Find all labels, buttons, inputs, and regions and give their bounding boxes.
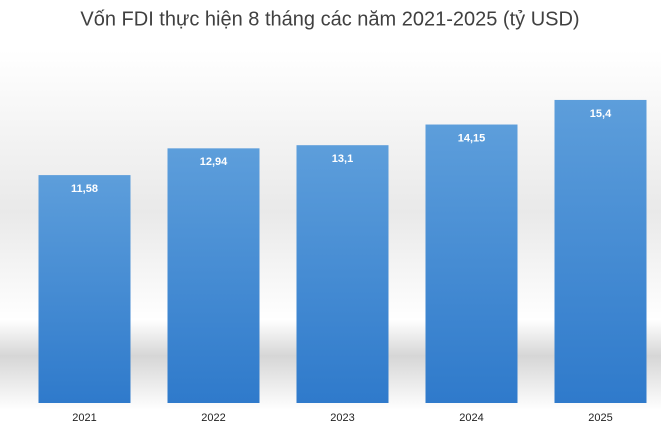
value-label: 11,58 bbox=[71, 183, 98, 195]
value-label: 14,15 bbox=[458, 132, 486, 144]
value-label: 13,1 bbox=[332, 153, 353, 165]
chart-title: Vốn FDI thực hiện 8 tháng các năm 2021-2… bbox=[80, 8, 579, 30]
bar bbox=[554, 99, 647, 403]
x-tick-label: 2025 bbox=[588, 412, 612, 424]
x-tick-label: 2021 bbox=[72, 412, 96, 424]
bar bbox=[167, 148, 260, 403]
bar bbox=[38, 175, 131, 403]
x-tick-label: 2022 bbox=[201, 412, 225, 424]
x-tick-label: 2023 bbox=[330, 412, 354, 424]
value-label: 12,94 bbox=[200, 156, 228, 168]
bar bbox=[296, 145, 389, 403]
x-tick-label: 2024 bbox=[459, 412, 483, 424]
value-label: 15,4 bbox=[590, 108, 612, 120]
bar bbox=[425, 124, 518, 403]
